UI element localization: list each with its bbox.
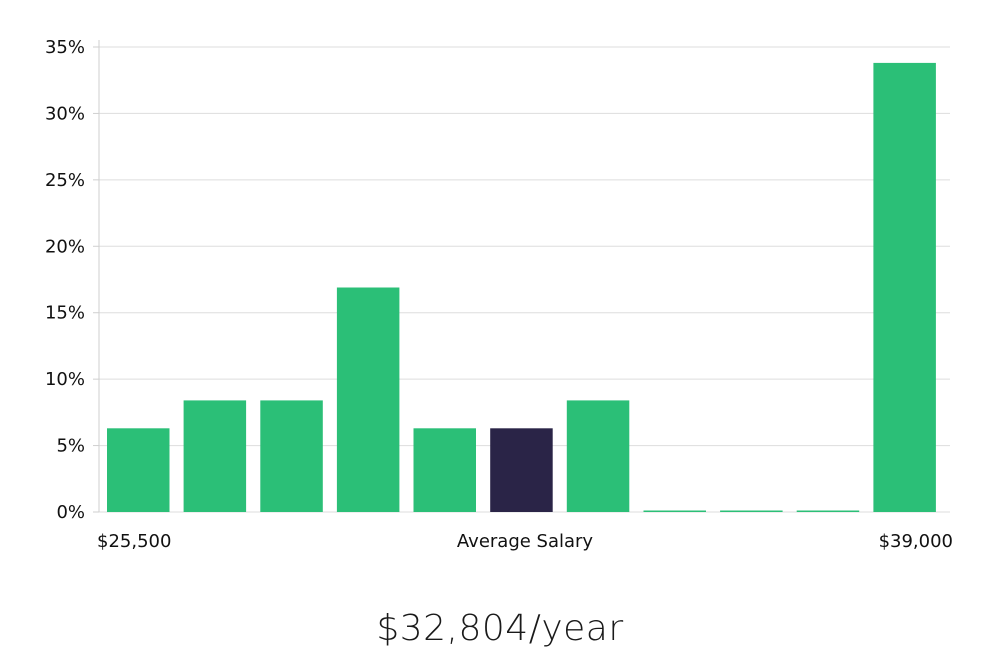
y-tick-label: 5% — [56, 436, 85, 457]
bar — [873, 62, 936, 513]
bar-highlighted — [490, 428, 553, 512]
bar — [107, 428, 170, 512]
bars — [107, 62, 936, 513]
y-tick-label: 25% — [45, 170, 85, 191]
bar — [413, 428, 476, 512]
y-tick-label: 30% — [45, 103, 85, 124]
bar — [796, 510, 860, 512]
x-label-center: Average Salary — [457, 531, 594, 552]
bar — [183, 400, 247, 512]
y-axis-ticks: 0% 5% 10% 15% 20% 25% 30% 35% — [45, 37, 99, 523]
bar — [260, 400, 323, 512]
y-tick-label: 20% — [45, 236, 85, 257]
bar — [720, 510, 783, 512]
average-salary-headline: $32,804/year — [376, 608, 624, 649]
y-tick-label: 0% — [56, 502, 85, 523]
y-tick-label: 10% — [45, 369, 85, 390]
bar — [643, 510, 706, 512]
y-tick-label: 35% — [45, 37, 85, 58]
x-label-min: $25,500 — [97, 531, 171, 552]
x-label-max: $39,000 — [879, 531, 953, 552]
bar — [336, 287, 400, 512]
y-tick-label: 15% — [45, 303, 85, 324]
bar — [566, 400, 630, 512]
